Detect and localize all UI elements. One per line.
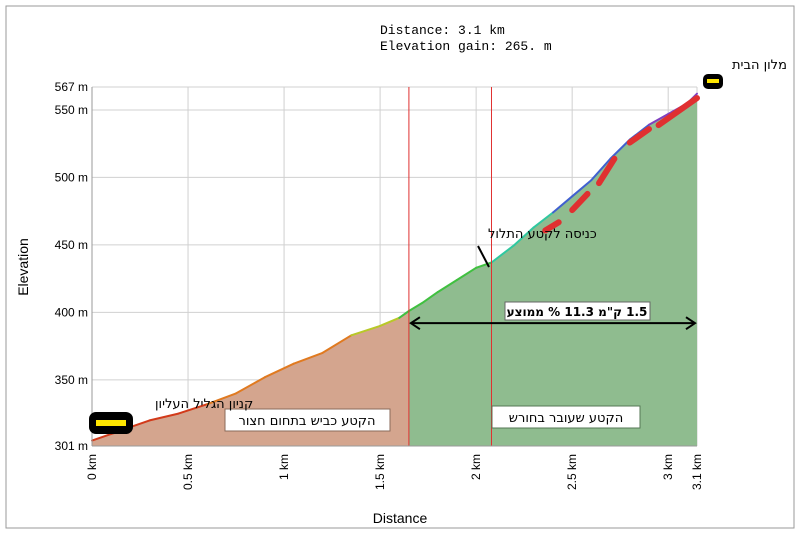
x-tick-label: 2 km	[469, 454, 483, 480]
profile-segment	[292, 351, 324, 365]
climb-arrow	[409, 316, 697, 331]
profile-line	[91, 92, 698, 442]
profile-segment	[455, 266, 478, 281]
profile-segment	[532, 211, 554, 229]
start-place-label: קניון הגליל העליון	[155, 397, 253, 412]
climb-entry-label: כניסה לקטע התלול	[488, 227, 597, 242]
climb-arrow-head-left	[409, 316, 421, 331]
x-tick-labels: 0 km 0.5 km 1 km 1.5 km 2 km 2.5 km 3 km 3.1 km	[85, 454, 704, 490]
end-house-icon	[703, 74, 723, 89]
steep-segment	[596, 155, 618, 187]
climb-stats-box	[504, 301, 651, 321]
profile-segment	[129, 419, 151, 429]
y-axis-title: Elevation	[15, 238, 31, 296]
profile-segment	[321, 334, 353, 354]
distance-summary: Distance: 3.1 km	[380, 23, 505, 38]
profile-segment	[407, 301, 424, 312]
profile-segment	[421, 291, 439, 304]
x-tick-label: 3 km	[661, 454, 675, 480]
y-tick-label: 567 m	[55, 80, 88, 94]
y-tick-label: 550 m	[55, 103, 88, 117]
steep-segment	[542, 219, 562, 234]
steep-segment	[569, 190, 591, 214]
x-tick-label: 1.5 km	[373, 454, 387, 490]
field-section-area	[408, 93, 697, 446]
profile-segment	[398, 310, 410, 319]
steep-segment	[626, 126, 652, 146]
start-house-icon	[89, 412, 133, 434]
profile-segment	[648, 113, 670, 126]
y-tick-label: 301 m	[55, 439, 88, 453]
profile-segment	[571, 179, 593, 198]
y-tick-label: 400 m	[55, 305, 88, 319]
profile-segment	[490, 243, 516, 264]
field-section-label: הקטע שעובר בחורש	[509, 411, 623, 426]
profile-segment	[379, 316, 401, 327]
x-tick-label: 2.5 km	[565, 454, 579, 490]
paved-section-label: הקטע כביש בתחום חצור	[239, 414, 376, 429]
climb-stats-label: 1.5 ק"מ 11.3 % ממוצע	[507, 305, 648, 319]
climb-entry-pointer	[477, 245, 490, 268]
x-tick-label: 3.1 km	[690, 454, 704, 490]
profile-segment	[552, 195, 574, 214]
paved-section-box	[224, 408, 391, 432]
profile-segment	[475, 261, 493, 269]
x-tick-label: 0 km	[85, 454, 99, 480]
profile-segment	[263, 362, 295, 379]
steep-highlights	[542, 95, 700, 234]
y-tick-label: 450 m	[55, 238, 88, 252]
y-tick-labels: 301 m 350 m 400 m 450 m 500 m 550 m 567 m	[55, 80, 88, 453]
profile-segment	[513, 226, 535, 246]
x-tick-label: 0.5 km	[181, 454, 195, 490]
field-section-box	[491, 405, 641, 429]
profile-segment	[206, 392, 237, 406]
climb-arrow-head-right	[685, 316, 697, 331]
profile-segment	[235, 376, 266, 395]
steep-segment	[655, 95, 700, 129]
end-place-label: מלון הבית	[732, 58, 787, 73]
profile-segment	[148, 412, 180, 422]
y-tick-label: 350 m	[55, 373, 88, 387]
elevation-gain-summary: Elevation gain: 265. m	[380, 39, 552, 54]
profile-segment	[609, 138, 631, 160]
x-tick-label: 1 km	[277, 454, 291, 480]
profile-segment	[177, 403, 209, 415]
outer-frame	[5, 5, 795, 529]
profile-segment	[590, 157, 612, 182]
profile-segment	[436, 279, 458, 294]
profile-segment	[350, 324, 382, 337]
profile-areas	[92, 93, 697, 446]
profile-segment	[91, 432, 113, 442]
x-axis-title: Distance	[373, 510, 428, 526]
y-tick-label: 500 m	[55, 170, 88, 184]
section-markers	[408, 87, 492, 446]
